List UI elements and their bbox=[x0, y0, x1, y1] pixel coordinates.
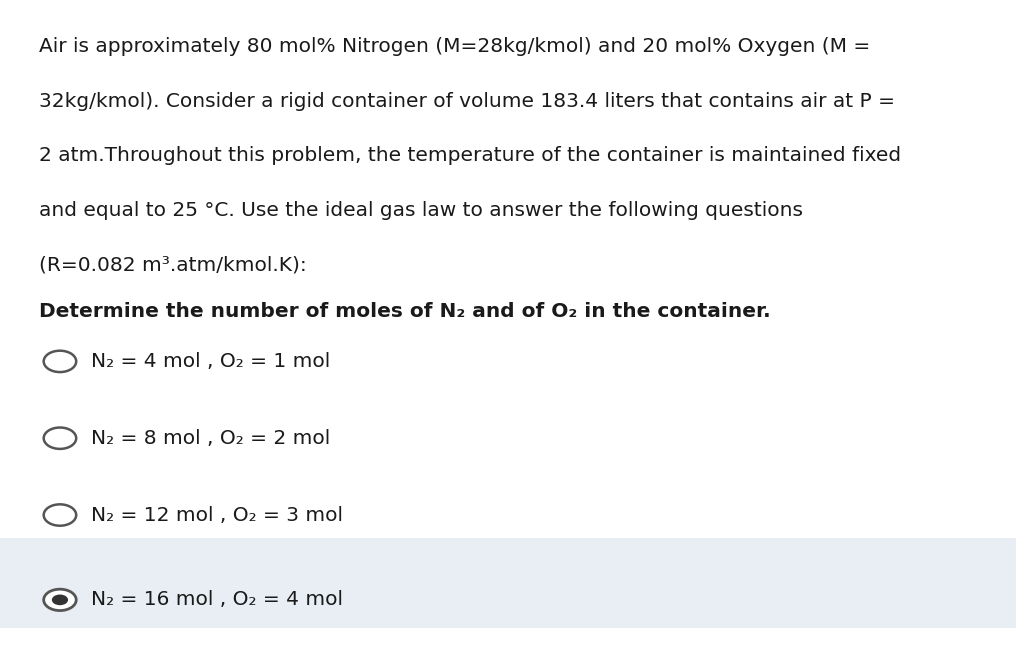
Text: N₂ = 12 mol , O₂ = 3 mol: N₂ = 12 mol , O₂ = 3 mol bbox=[91, 506, 343, 524]
Text: N₂ = 4 mol , O₂ = 1 mol: N₂ = 4 mol , O₂ = 1 mol bbox=[91, 352, 330, 371]
Circle shape bbox=[44, 351, 76, 372]
Circle shape bbox=[44, 589, 76, 611]
Text: (R=0.082 m³.atm/kmol.K):: (R=0.082 m³.atm/kmol.K): bbox=[39, 256, 307, 275]
Text: N₂ = 8 mol , O₂ = 2 mol: N₂ = 8 mol , O₂ = 2 mol bbox=[91, 429, 330, 448]
Text: and equal to 25 °C. Use the ideal gas law to answer the following questions: and equal to 25 °C. Use the ideal gas la… bbox=[39, 201, 803, 220]
Text: Determine the number of moles of N₂ and of O₂ in the container.: Determine the number of moles of N₂ and … bbox=[39, 302, 770, 321]
Circle shape bbox=[44, 428, 76, 449]
FancyBboxPatch shape bbox=[0, 538, 1016, 628]
Text: 32kg/kmol). Consider a rigid container of volume 183.4 liters that contains air : 32kg/kmol). Consider a rigid container o… bbox=[39, 92, 895, 110]
Circle shape bbox=[44, 504, 76, 526]
Text: Air is approximately 80 mol% Nitrogen (M=28kg/kmol) and 20 mol% Oxygen (M =: Air is approximately 80 mol% Nitrogen (M… bbox=[39, 37, 870, 55]
Text: N₂ = 16 mol , O₂ = 4 mol: N₂ = 16 mol , O₂ = 4 mol bbox=[91, 591, 343, 609]
Text: 2 atm.​Throughout this problem, the temperature of the container is maintained f: 2 atm.​Throughout this problem, the temp… bbox=[39, 146, 901, 165]
Circle shape bbox=[52, 595, 68, 605]
